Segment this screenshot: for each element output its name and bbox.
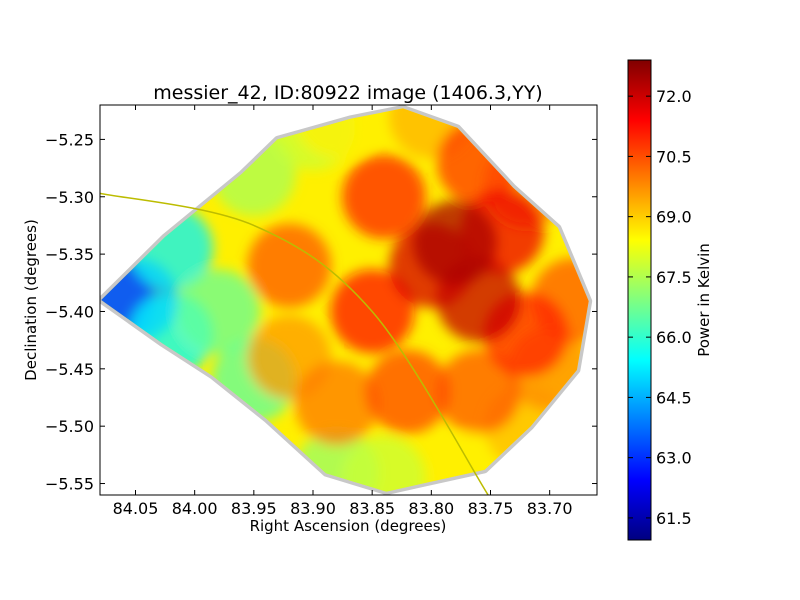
y-tick-label: −5.35 xyxy=(45,245,94,264)
overlay-arc xyxy=(100,192,489,495)
heat-sample xyxy=(413,200,497,285)
heat-sample xyxy=(294,361,379,446)
colorbar-tick-label: 64.5 xyxy=(656,388,692,407)
x-tick-label: 83.75 xyxy=(468,499,514,518)
y-axis-label: Declination (degrees) xyxy=(22,219,40,381)
x-axis-label: Right Ascension (degrees) xyxy=(250,517,447,535)
heat-sample xyxy=(342,435,426,492)
y-tick-label: −5.30 xyxy=(45,188,94,207)
y-tick-label: −5.40 xyxy=(45,302,94,321)
x-tick-label: 83.85 xyxy=(349,499,395,518)
colorbar-label: Power in Kelvin xyxy=(695,243,713,357)
x-tick-label: 84.00 xyxy=(172,499,218,518)
colorbar-tick-label: 66.0 xyxy=(656,328,692,347)
y-tick-label: −5.55 xyxy=(45,475,94,494)
y-tick-label: −5.50 xyxy=(45,417,94,436)
colorbar: 61.5 63.0 64.5 66.0 67.5 69.0 70.5 72.0 Power i… xyxy=(627,59,713,541)
colorbar-tick-label: 61.5 xyxy=(656,509,692,528)
colorbar-tick-label: 67.5 xyxy=(656,268,692,287)
heat-sample xyxy=(436,349,521,434)
plot-frame xyxy=(99,104,598,496)
main-axes: 84.05 84.00 83.95 83.90 83.85 83.80 83.75 83.70… xyxy=(22,82,598,535)
colorbar-frame xyxy=(627,59,652,541)
heat-sample xyxy=(365,349,450,434)
y-tick-label: −5.45 xyxy=(45,360,94,379)
chart-title: messier_42, ID:80922 image (1406.3,YY) xyxy=(153,82,542,104)
colorbar-tick-label: 70.5 xyxy=(656,147,692,166)
heat-sample xyxy=(247,223,332,308)
heat-sample xyxy=(342,154,426,239)
colorbar-tick-label: 63.0 xyxy=(656,449,692,468)
x-tick-label: 83.70 xyxy=(527,499,573,518)
colorbar-tick-label: 72.0 xyxy=(656,87,692,106)
x-tick-label: 83.95 xyxy=(231,499,277,518)
x-tick-label: 83.80 xyxy=(408,499,454,518)
colorbar-gradient xyxy=(628,60,651,540)
y-tick-label: −5.25 xyxy=(45,130,94,149)
colorbar-tick-label: 69.0 xyxy=(656,208,692,227)
x-tick-label: 84.05 xyxy=(113,499,159,518)
x-tick-label: 83.90 xyxy=(290,499,336,518)
heat-sample xyxy=(176,269,261,354)
